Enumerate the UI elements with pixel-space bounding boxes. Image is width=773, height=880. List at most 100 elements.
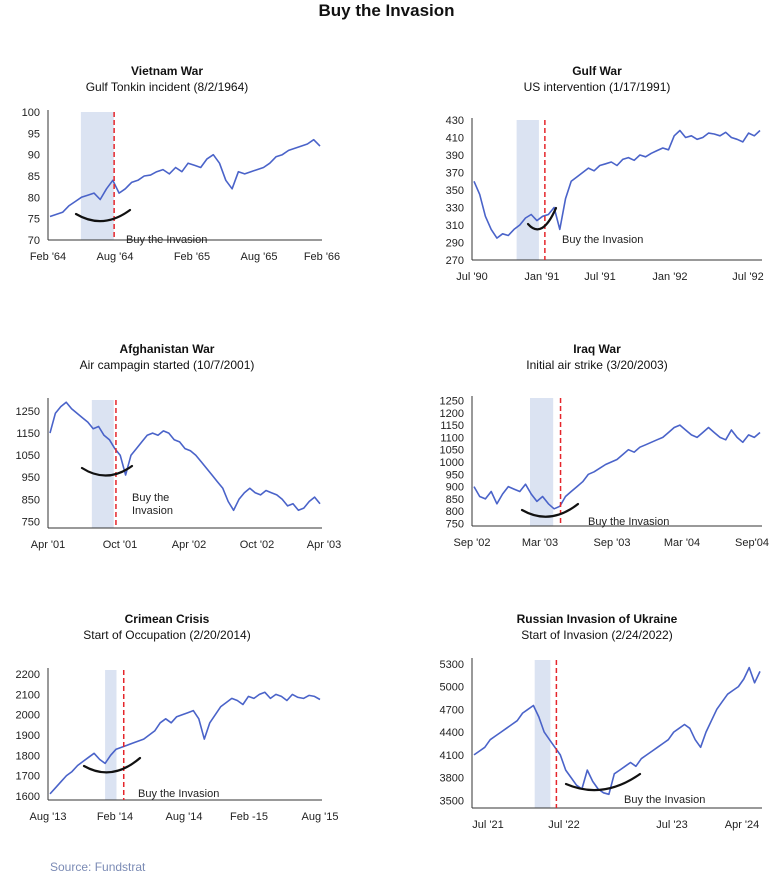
shaded-region [105,670,117,800]
x-tick-label: Aug '64 [97,251,134,263]
chart-subtitle: Gulf Tonkin incident (8/2/1964) [85,80,249,94]
annotation-label: Buy the Invasion [624,794,705,806]
x-tick-label: Sep '02 [454,537,491,549]
x-tick-label: Jan '92 [652,271,687,283]
buy-arc [520,502,580,518]
series-line [49,691,321,795]
y-tick-label: 100 [22,107,40,119]
series-line [473,129,761,239]
y-tick-label: 290 [446,238,464,250]
chart-title: Crimean Crisis [124,612,210,626]
y-tick-label: 1900 [16,730,40,742]
series-line [473,424,761,510]
chart-title: Russian Invasion of Ukraine [516,612,678,626]
chart-title: Afghanistan War [119,342,215,356]
shaded-region [516,120,539,260]
y-tick-label: 270 [446,255,464,267]
chart-title: Vietnam War [130,64,204,78]
x-tick-label: Apr '24 [725,819,760,831]
y-tick-label: 390 [446,150,464,162]
y-tick-label: 2000 [16,710,40,722]
x-tick-label: Jul '22 [548,819,579,831]
x-tick-label: Jul '21 [472,819,503,831]
chart-title: Iraq War [573,342,621,356]
y-tick-label: 1050 [440,445,464,457]
y-tick-label: 85 [28,171,40,183]
y-tick-label: 3800 [440,773,464,785]
x-tick-label: Feb '65 [174,251,210,263]
y-tick-label: 80 [28,192,40,204]
annotation-label: Buy the Invasion [588,516,669,528]
y-tick-label: 4100 [440,750,464,762]
y-tick-label: 1700 [16,771,40,783]
y-tick-label: 1800 [16,750,40,762]
x-tick-label: Jan '91 [524,271,559,283]
y-tick-label: 4400 [440,727,464,739]
x-tick-label: Aug '65 [241,251,278,263]
y-tick-label: 3500 [440,795,464,807]
series-line [473,666,761,796]
y-tick-label: 1000 [440,457,464,469]
buy-arc [526,206,558,231]
y-tick-label: 75 [28,214,40,226]
x-tick-label: Mar '04 [664,537,700,549]
y-tick-label: 1100 [440,432,464,444]
x-tick-label: Apr '02 [172,539,207,551]
y-tick-label: 1600 [16,791,40,803]
y-tick-label: 900 [446,482,464,494]
x-tick-label: Jul '92 [732,271,763,283]
shaded-region [91,400,114,528]
series-line [49,401,321,512]
y-tick-label: 1250 [440,395,464,407]
x-tick-label: Apr '01 [31,539,66,551]
line-chart: 270 290 310 330 350 370 390 410 430 Jul '90 Jan '9… [446,115,764,283]
y-tick-label: 95 [28,128,40,140]
buy-arc [80,464,134,477]
y-tick-label: 2200 [16,669,40,681]
annotation-label: Buy the Invasion [132,492,173,517]
y-tick-label: 370 [446,168,464,180]
line-chart: 1600 1700 1800 1900 2000 2100 2200 Aug '13 Feb '… [16,668,338,823]
x-tick-label: Feb '14 [97,811,133,823]
y-tick-label: 1150 [440,420,464,432]
shaded-region [530,398,554,526]
x-tick-label: Jul '90 [456,271,487,283]
y-tick-label: 1200 [440,408,464,420]
y-tick-label: 5000 [440,682,464,694]
y-tick-label: 350 [446,185,464,197]
y-tick-label: 2100 [16,689,40,701]
y-tick-label: 850 [446,494,464,506]
x-tick-label: Aug '15 [302,811,339,823]
chart-subtitle: Start of Occupation (2/20/2014) [83,628,251,642]
y-tick-label: 70 [28,235,40,247]
y-tick-label: 750 [22,516,40,528]
y-tick-label: 330 [446,203,464,215]
annotation-label: Buy the Invasion [126,234,207,246]
line-chart: 750 850 950 1050 1150 1250 Apr '01 Oct '01 Apr '… [16,398,341,551]
x-tick-label: Aug '13 [30,811,67,823]
buy-arc [74,208,132,223]
annotation-label: Buy the Invasion [562,234,643,246]
series-line [49,138,321,218]
page-title: Buy the Invasion [318,1,455,20]
x-tick-label: Sep '03 [594,537,631,549]
y-tick-label: 850 [22,494,40,506]
x-tick-label: Feb '64 [30,251,66,263]
line-chart: 3500 3800 4100 4400 4700 5000 5300 Jul '21 Jul '… [440,658,762,831]
y-tick-label: 5300 [440,659,464,671]
x-tick-label: Sep'04 [735,537,769,549]
x-tick-label: Aug '14 [166,811,203,823]
x-tick-label: Mar '03 [522,537,558,549]
x-tick-label: Apr '03 [307,539,342,551]
line-chart: 70 75 80 85 90 95 100 Feb '64 Aug '64 Feb '65 Aug … [22,107,341,263]
chart-subtitle: Air campagin started (10/7/2001) [79,358,255,372]
y-tick-label: 1050 [16,450,40,462]
chart-subtitle: Start of Invasion (2/24/2022) [521,628,673,642]
y-tick-label: 430 [446,115,464,127]
y-tick-label: 310 [446,220,464,232]
chart-subtitle: Initial air strike (3/20/2003) [526,358,668,372]
x-tick-label: Feb -15 [230,811,268,823]
shaded-region [534,660,551,808]
annotation-label: Buy the Invasion [138,788,219,800]
